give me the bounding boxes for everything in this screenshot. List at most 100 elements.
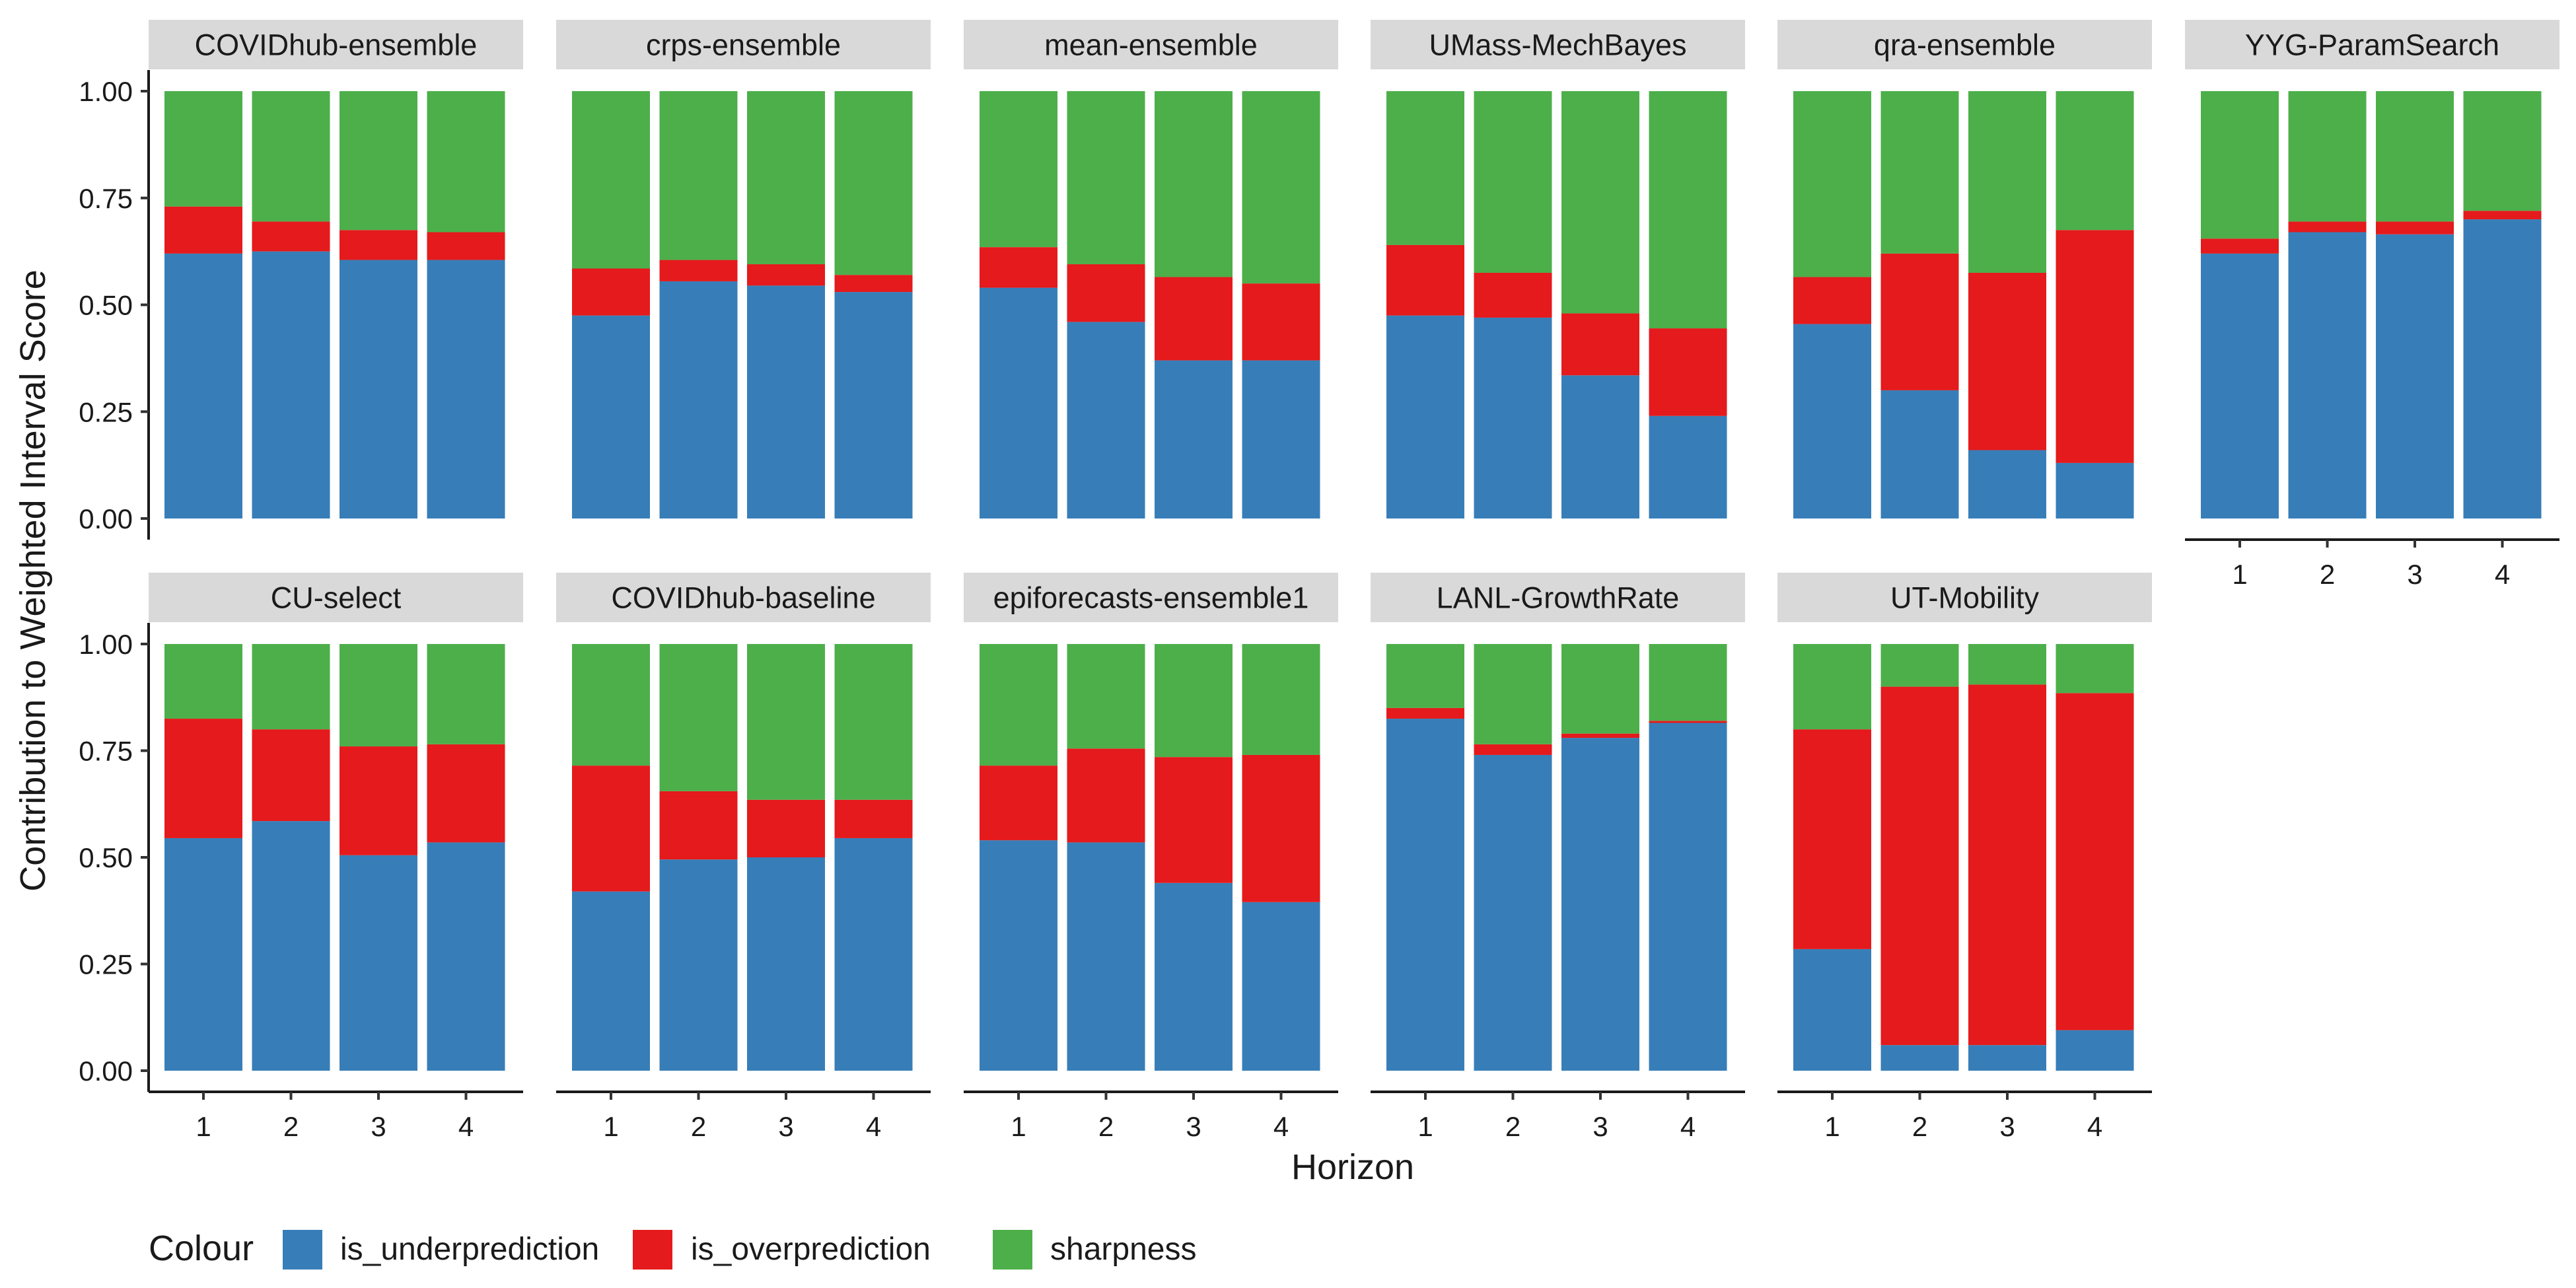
x-tick-label: 1 bbox=[603, 1111, 618, 1142]
bar-segment-is-overprediction-h2 bbox=[1474, 744, 1552, 755]
bar-segment-is-underprediction-h4 bbox=[1649, 723, 1727, 1071]
legend-label-is-overprediction: is_overprediction bbox=[691, 1232, 931, 1267]
bar-segment-sharpness-h3 bbox=[340, 91, 417, 231]
bar-segment-sharpness-h4 bbox=[1649, 91, 1727, 329]
bar-segment-is-underprediction-h2 bbox=[1474, 317, 1552, 519]
bar-segment-sharpness-h1 bbox=[572, 91, 650, 269]
bar-segment-is-underprediction-h1 bbox=[1386, 315, 1464, 519]
bar-segment-sharpness-h3 bbox=[1155, 91, 1233, 277]
bar-segment-sharpness-h3 bbox=[747, 644, 825, 800]
bar-segment-sharpness-h2 bbox=[252, 91, 330, 222]
strip-background bbox=[149, 573, 523, 622]
bar-segment-is-underprediction-h2 bbox=[1067, 842, 1145, 1071]
bar-segment-is-overprediction-h4 bbox=[1649, 721, 1727, 723]
x-tick-label: 1 bbox=[196, 1111, 211, 1142]
x-tick-label: 2 bbox=[283, 1111, 299, 1142]
panel-cu-select: CU-select 1 2 3 4 0.00 0.25 0.50 0.75 1.00 bbox=[79, 573, 523, 1142]
strip-background bbox=[1371, 20, 1745, 69]
bar-segment-is-overprediction-h3 bbox=[340, 230, 417, 260]
x-tick-label: 2 bbox=[1098, 1111, 1114, 1142]
bar-segment-is-underprediction-h3 bbox=[747, 285, 825, 519]
bar-segment-is-overprediction-h4 bbox=[1242, 283, 1320, 361]
panel-umass-mechbayes: UMass-MechBayes bbox=[1371, 20, 1745, 519]
y-tick-label: 0.25 bbox=[79, 949, 133, 980]
bar-segment-is-overprediction-h2 bbox=[659, 260, 738, 281]
strip-label: LANL-GrowthRate bbox=[1437, 581, 1680, 615]
bar-segment-sharpness-h3 bbox=[1561, 91, 1639, 314]
bar-segment-is-underprediction-h3 bbox=[1968, 1045, 2046, 1071]
bar-segment-is-underprediction-h3 bbox=[1968, 450, 2046, 519]
bar-segment-is-underprediction-h1 bbox=[2201, 253, 2279, 519]
bar-segment-is-overprediction-h3 bbox=[1155, 277, 1233, 361]
panel-covidhub-baseline: COVIDhub-baseline 1 2 3 4 bbox=[556, 573, 931, 1142]
y-tick-label: 0.50 bbox=[79, 842, 133, 873]
bar-segment-is-underprediction-h4 bbox=[1649, 415, 1727, 519]
bar-segment-is-overprediction-h3 bbox=[1968, 684, 2046, 1046]
bar-segment-sharpness-h4 bbox=[427, 644, 505, 744]
bar-segment-is-underprediction-h1 bbox=[980, 287, 1057, 519]
bar-segment-is-overprediction-h2 bbox=[1067, 748, 1145, 843]
bar-segment-sharpness-h2 bbox=[1474, 91, 1552, 273]
x-tick-label: 1 bbox=[1417, 1111, 1433, 1142]
panel-mean-ensemble: mean-ensemble bbox=[964, 20, 1338, 519]
bar-segment-sharpness-h1 bbox=[1793, 91, 1871, 277]
bar-segment-is-overprediction-h1 bbox=[164, 719, 242, 838]
bar-segment-sharpness-h4 bbox=[1242, 91, 1320, 284]
bar-segment-sharpness-h4 bbox=[2056, 644, 2134, 694]
bar-segment-is-underprediction-h4 bbox=[427, 260, 505, 519]
bar-segment-is-underprediction-h4 bbox=[1242, 902, 1320, 1071]
strip-background bbox=[556, 20, 931, 69]
x-tick-label: 4 bbox=[1680, 1111, 1696, 1142]
x-tick-label: 2 bbox=[1505, 1111, 1521, 1142]
x-tick-label: 1 bbox=[1011, 1111, 1026, 1142]
strip-label: epiforecasts-ensemble1 bbox=[993, 581, 1309, 615]
bar-segment-sharpness-h3 bbox=[1561, 644, 1639, 734]
strip-label: crps-ensemble bbox=[646, 28, 841, 62]
x-tick-label: 4 bbox=[2495, 559, 2510, 590]
bar-segment-is-overprediction-h1 bbox=[1793, 277, 1871, 324]
bar-segment-is-overprediction-h2 bbox=[252, 221, 330, 252]
bar-segment-is-underprediction-h2 bbox=[252, 251, 330, 519]
bar-segment-is-underprediction-h1 bbox=[164, 253, 242, 519]
bar-segment-sharpness-h2 bbox=[659, 644, 738, 791]
bar-segment-is-underprediction-h1 bbox=[1793, 948, 1871, 1071]
bar-segment-sharpness-h4 bbox=[2463, 91, 2542, 211]
y-tick-label: 0.50 bbox=[79, 290, 133, 321]
bar-segment-sharpness-h4 bbox=[834, 644, 913, 800]
x-tick-label: 3 bbox=[2407, 559, 2422, 590]
strip-label: COVIDhub-ensemble bbox=[195, 28, 478, 62]
bar-segment-sharpness-h1 bbox=[2201, 91, 2279, 239]
bar-segment-sharpness-h2 bbox=[1067, 91, 1145, 265]
bar-segment-is-underprediction-h4 bbox=[2056, 462, 2134, 519]
bar-segment-sharpness-h2 bbox=[252, 644, 330, 730]
bar-segment-is-overprediction-h1 bbox=[164, 206, 242, 254]
panel-covidhub-ensemble: COVIDhub-ensemble 0.00 0.25 0.50 0.75 1.00 bbox=[79, 20, 523, 540]
bar-segment-is-underprediction-h4 bbox=[2463, 219, 2542, 519]
x-tick-label: 1 bbox=[1824, 1111, 1840, 1142]
bar-segment-is-overprediction-h4 bbox=[834, 799, 913, 838]
bar-segment-is-underprediction-h1 bbox=[572, 315, 650, 519]
bar-segment-is-underprediction-h2 bbox=[2288, 232, 2367, 519]
x-tick-label: 4 bbox=[458, 1111, 474, 1142]
bar-segment-is-overprediction-h1 bbox=[2201, 238, 2279, 254]
bar-segment-sharpness-h3 bbox=[2376, 91, 2454, 222]
bar-segment-is-overprediction-h2 bbox=[2288, 221, 2367, 233]
bar-segment-is-overprediction-h2 bbox=[1880, 686, 1959, 1046]
x-tick-label: 2 bbox=[1912, 1111, 1927, 1142]
bar-segment-sharpness-h4 bbox=[1649, 644, 1727, 721]
bar-segment-is-underprediction-h1 bbox=[980, 840, 1057, 1071]
bar-segment-is-underprediction-h3 bbox=[1561, 738, 1639, 1071]
bar-segment-sharpness-h2 bbox=[659, 91, 738, 260]
panel-epiforecasts-ensemble1: epiforecasts-ensemble1 1 2 3 4 bbox=[964, 573, 1338, 1142]
bar-segment-is-underprediction-h3 bbox=[1561, 375, 1639, 519]
bar-segment-is-overprediction-h1 bbox=[1793, 729, 1871, 949]
facet-panels: COVIDhub-ensemble 0.00 0.25 0.50 0.75 1.00 crp… bbox=[79, 20, 2559, 1142]
bar-segment-sharpness-h2 bbox=[1880, 644, 1959, 687]
y-tick-label: 0.00 bbox=[79, 503, 133, 534]
bar-segment-sharpness-h1 bbox=[980, 644, 1057, 766]
bar-segment-is-overprediction-h3 bbox=[1561, 733, 1639, 738]
bar-segment-is-overprediction-h3 bbox=[2376, 221, 2454, 234]
bar-segment-is-overprediction-h1 bbox=[1386, 244, 1464, 316]
bar-segment-sharpness-h1 bbox=[1386, 644, 1464, 708]
